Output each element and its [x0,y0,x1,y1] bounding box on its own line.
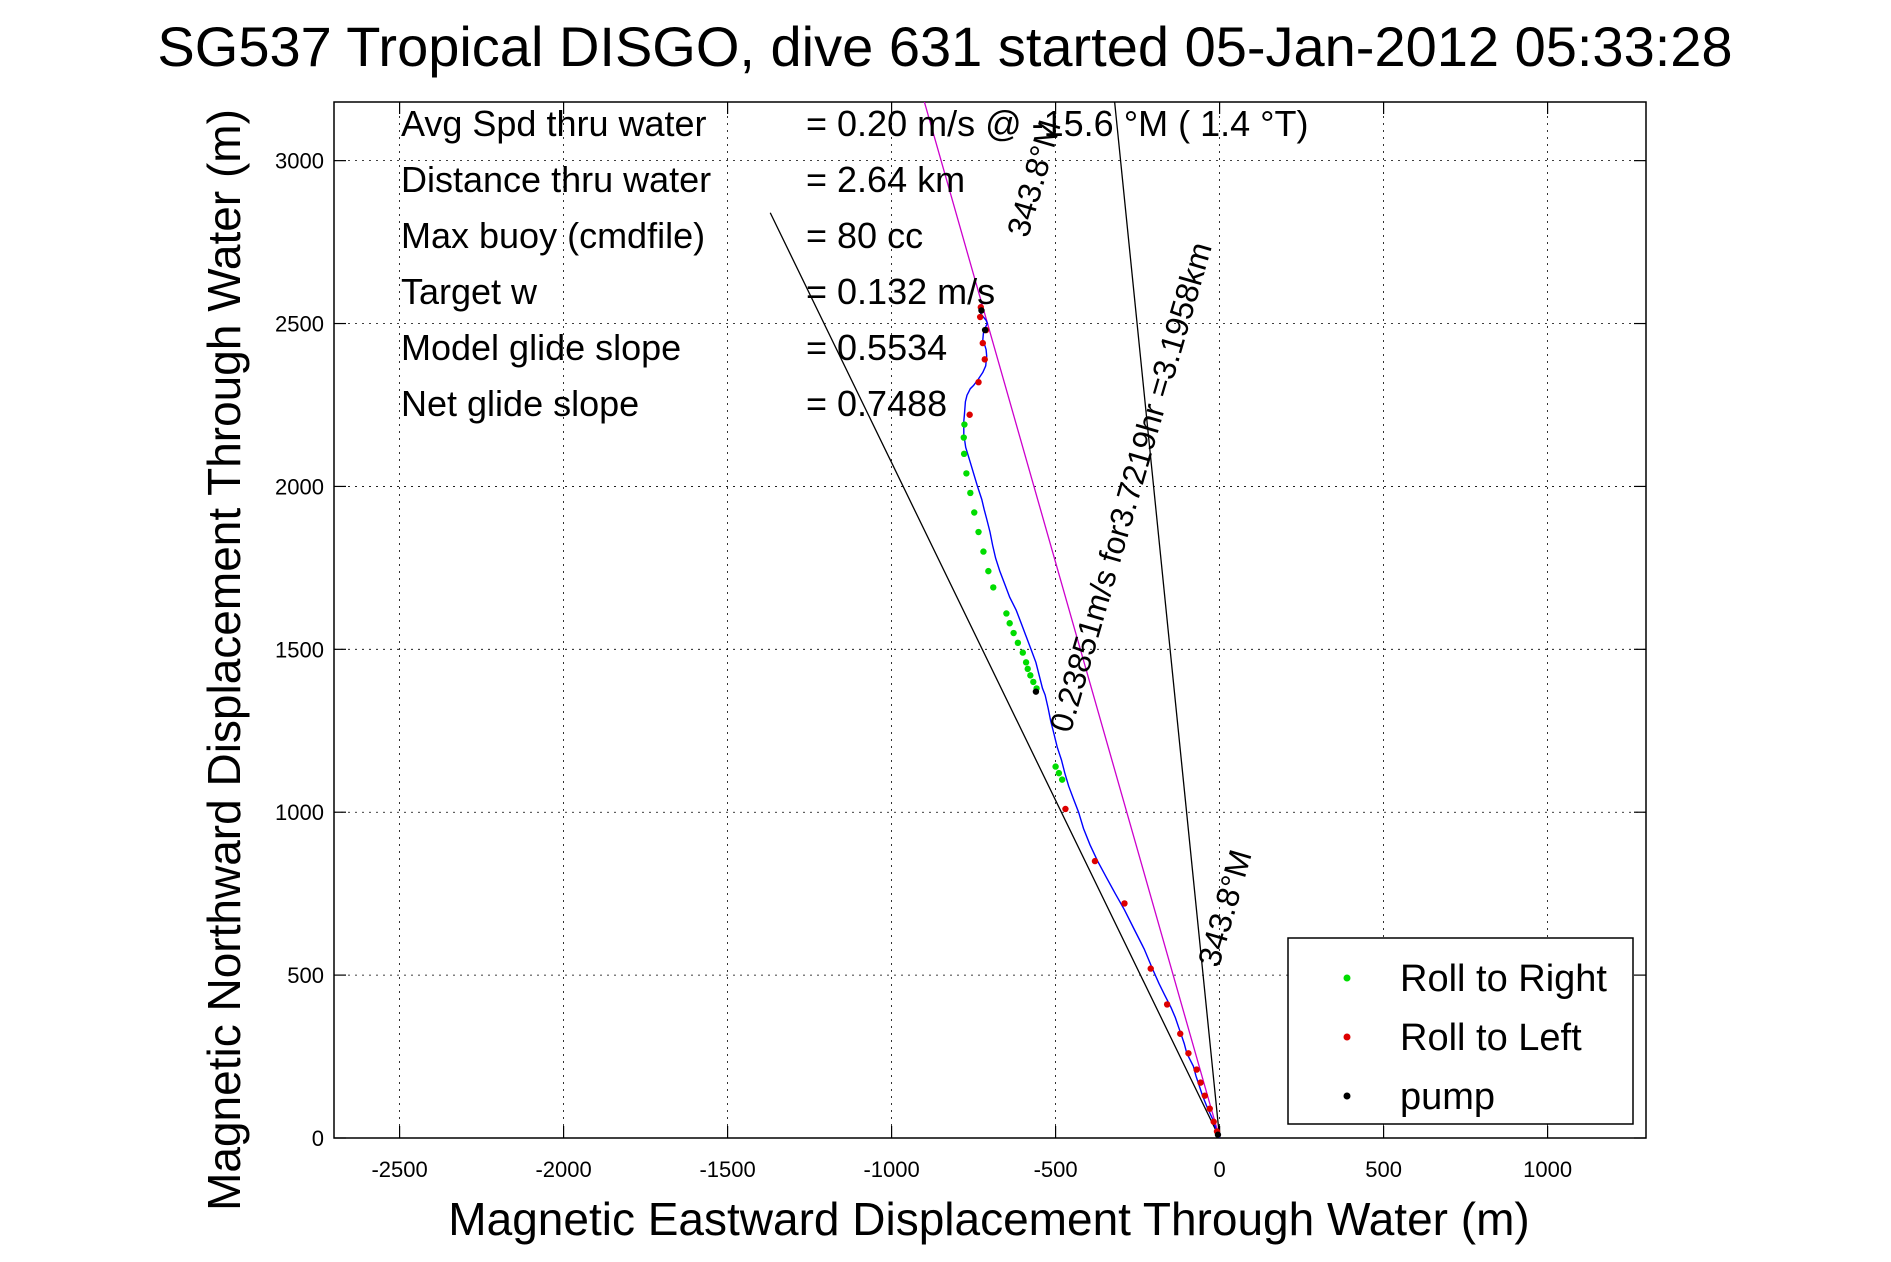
data-point-roll-to-right [1014,639,1022,647]
data-point-roll-to-right [971,509,978,516]
data-point-roll-to-left [1091,857,1099,865]
stat-label: Model glide slope [401,327,681,368]
stat-label: Avg Spd thru water [401,103,707,144]
stat-value: = 0.132 m/s [806,271,995,312]
stat-label: Net glide slope [401,383,639,424]
data-point-roll-to-left [966,411,973,418]
data-point-roll-to-left [1193,1066,1200,1073]
stat-label: Target w [401,271,538,312]
legend-marker [1343,1092,1351,1100]
data-point-roll-to-right [1027,672,1034,679]
data-series [960,303,1222,1138]
data-point-roll-to-left [1201,1092,1209,1099]
data-point-roll-to-left [1206,1105,1213,1112]
data-point-roll-to-left [1121,900,1128,907]
data-point-roll-to-right [963,470,970,477]
data-point-roll-to-left [1197,1079,1204,1086]
data-point-roll-to-right [1010,629,1017,637]
data-point-roll-to-left [981,356,988,363]
data-point-roll-to-right [1006,620,1013,627]
data-point-roll-to-left [1185,1050,1192,1057]
data-point-roll-to-left [979,339,986,347]
x-tick-label: 0 [1213,1157,1225,1182]
data-point-roll-to-left [1210,1118,1217,1125]
data-point-roll-to-right [1055,769,1063,777]
stat-label: Distance thru water [401,159,711,200]
data-point-roll-to-left [1062,805,1069,813]
stat-value: = 2.64 km [806,159,965,200]
stat-value: = 0.20 m/s @ -15.6 °M ( 1.4 °T) [806,103,1309,144]
x-axis-ticks: -2500 -2000 -1500 -1000 -500 0 500 1000 [371,102,1572,1182]
data-point-roll-to-left [1163,1001,1171,1008]
y-tick-label: 1500 [275,637,324,662]
data-point-pump [1032,688,1040,695]
legend-label: pump [1400,1076,1495,1118]
data-point-roll-to-right [980,548,987,555]
y-tick-label: 1000 [275,800,324,825]
chart-title: SG537 Tropical DISGO, dive 631 started 0… [157,15,1732,78]
data-point-roll-to-left [975,378,982,386]
data-point-roll-to-right [1022,659,1030,666]
heading-lines [769,102,1221,1138]
data-point-roll-to-right [1052,763,1059,770]
stats-block: Avg Spd thru water = 0.20 m/s @ -15.6 °M … [401,103,1309,424]
legend-marker [1343,974,1351,982]
x-axis-label: Magnetic Eastward Displacement Through W… [448,1193,1529,1245]
x-tick-label: -2000 [535,1157,591,1182]
stat-label: Max buoy (cmdfile) [401,215,705,256]
x-tick-label: -500 [1034,1157,1078,1182]
y-tick-label: 2000 [275,474,324,499]
data-point-roll-to-right [1058,776,1066,783]
data-point-roll-to-right [990,584,997,591]
data-point-roll-to-right [975,528,982,536]
data-point-roll-to-right [1024,665,1031,673]
x-tick-label: 500 [1365,1157,1402,1182]
x-tick-label: -1500 [699,1157,755,1182]
y-tick-label: 3000 [275,149,324,174]
y-tick-label: 2500 [275,312,324,337]
y-axis-label: Magnetic Northward Displacement Through … [198,109,250,1211]
legend-label: Roll to Right [1400,958,1607,1000]
black-line-1 [769,212,1221,1138]
y-axis-ticks: 0 500 1000 1500 2000 2500 3000 [275,149,1646,1151]
y-tick-label: 0 [312,1126,324,1151]
data-point-roll-to-right [1003,610,1010,617]
x-tick-label: -1000 [863,1157,919,1182]
legend: Roll to Right Roll to Left pump [1287,937,1634,1125]
x-tick-label: -2500 [371,1157,427,1182]
stat-value: = 0.5534 [806,327,947,368]
stat-value: = 0.7488 [806,383,947,424]
legend-label: Roll to Left [1400,1017,1582,1059]
data-point-roll-to-right [1030,678,1037,686]
data-point-pump [981,326,989,334]
data-point-roll-to-right [985,567,992,575]
data-point-pump [978,307,985,314]
y-tick-label: 500 [287,963,324,988]
data-point-roll-to-right [967,489,974,497]
data-point-roll-to-left [1147,965,1154,972]
data-point-roll-to-right [960,434,967,441]
data-point-roll-to-right [960,450,968,458]
black-line-2 [1113,102,1221,1138]
data-point-roll-to-left [1177,1030,1184,1037]
stat-value: = 80 cc [806,215,923,256]
legend-marker [1343,1033,1351,1041]
x-tick-label: 1000 [1523,1157,1572,1182]
data-point-roll-to-right [1019,649,1026,656]
data-point-pump [1214,1131,1222,1138]
magenta-line [923,102,1221,1138]
data-point-roll-to-right [961,421,968,428]
data-point-roll-to-left [976,313,984,321]
